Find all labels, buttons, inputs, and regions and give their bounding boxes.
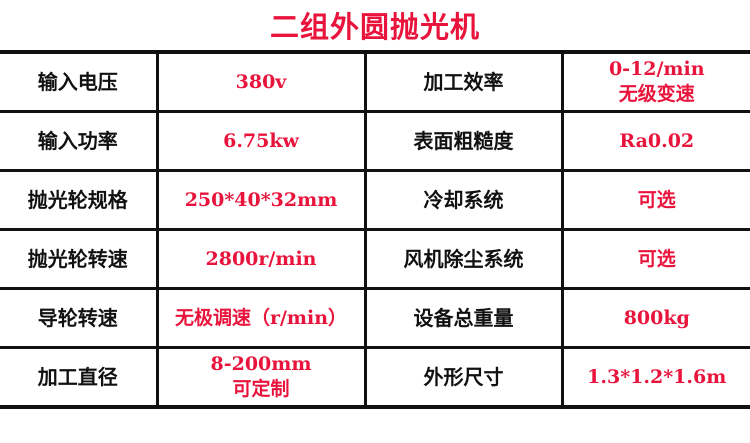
spec-label: 冷却系统 (363, 169, 564, 231)
page-title: 二组外圆抛光机 (269, 10, 480, 44)
spec-label: 加工效率 (363, 50, 564, 113)
spec-value: 250*40*32mm (155, 169, 367, 231)
spec-label: 加工直径 (0, 346, 159, 409)
spec-label: 设备总重量 (363, 287, 564, 349)
spec-value-line: 8-200mm (210, 353, 312, 375)
spec-label: 导轮转速 (0, 287, 159, 349)
spec-value: 可选 (560, 228, 750, 290)
spec-value: 无极调速（r/min） (155, 287, 367, 349)
spec-value: 1.3*1.2*1.6m (560, 346, 750, 409)
table-row: 导轮转速 无极调速（r/min） 设备总重量 800kg (0, 287, 750, 349)
spec-label: 输入电压 (0, 50, 159, 113)
spec-value-line: 6.75kw (223, 129, 299, 152)
spec-value-line: 1.3*1.2*1.6m (587, 365, 727, 388)
spec-value: 8-200mm 可定制 (155, 346, 367, 409)
spec-label: 抛光轮转速 (0, 228, 159, 290)
spec-value: 0-12/min 无级变速 (560, 50, 750, 113)
table-row: 抛光轮规格 250*40*32mm 冷却系统 可选 (0, 169, 750, 231)
spec-value-line: 无级变速 (618, 83, 695, 105)
spec-label: 表面粗糙度 (363, 110, 564, 172)
spec-value: 可选 (560, 169, 750, 231)
table-row: 输入电压 380v 加工效率 0-12/min 无级变速 (0, 50, 750, 113)
spec-value: 800kg (560, 287, 750, 349)
spec-value-line: 380v (235, 70, 287, 93)
spec-value-line: 0-12/min (608, 58, 705, 80)
spec-value: 2800r/min (155, 228, 367, 290)
table-row: 加工直径 8-200mm 可定制 外形尺寸 1.3*1.2*1.6m (0, 346, 750, 409)
table-row: 输入功率 6.75kw 表面粗糙度 Ra0.02 (0, 110, 750, 172)
spec-label: 外形尺寸 (363, 346, 564, 409)
table-row: 抛光轮转速 2800r/min 风机除尘系统 可选 (0, 228, 750, 290)
spec-value-line: 250*40*32mm (184, 188, 338, 211)
spec-value-line: 可选 (637, 247, 676, 270)
spec-value-line: Ra0.02 (619, 129, 695, 152)
spec-value: 380v (155, 50, 367, 113)
spec-value-line: 可选 (637, 188, 676, 211)
spec-value-line: 无极调速（r/min） (174, 306, 348, 329)
spec-label: 风机除尘系统 (363, 228, 564, 290)
spec-value: 6.75kw (155, 110, 367, 172)
spec-value-line: 800kg (623, 306, 690, 329)
spec-label: 抛光轮规格 (0, 169, 159, 231)
spec-table: 输入电压 380v 加工效率 0-12/min 无级变速输入功率 6.75kw 表面粗糙度 R… (0, 50, 750, 409)
spec-value: Ra0.02 (560, 110, 750, 172)
spec-label: 输入功率 (0, 110, 159, 172)
spec-value-line: 2800r/min (205, 247, 317, 270)
spec-value-line: 可定制 (232, 378, 290, 400)
